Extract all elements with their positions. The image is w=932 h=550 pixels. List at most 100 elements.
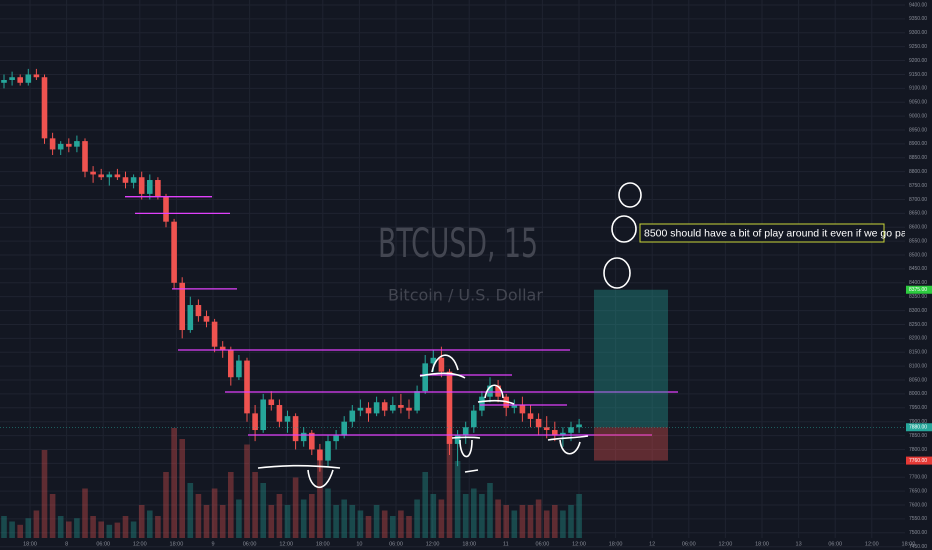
y-tick-label: 7850.00 xyxy=(909,433,927,439)
candle-body xyxy=(211,321,218,347)
x-tick-label: 06:00 xyxy=(96,541,110,547)
x-tick-label: 06:00 xyxy=(389,541,403,547)
volume-bar xyxy=(333,505,339,538)
candle-body xyxy=(568,427,574,433)
volume-bar xyxy=(543,510,550,538)
candle-body xyxy=(454,435,461,444)
candle-body xyxy=(138,177,145,194)
candle-body xyxy=(398,405,404,408)
volume-bar xyxy=(203,505,210,538)
candle-body xyxy=(268,399,275,406)
candle-body xyxy=(349,410,356,422)
candle-body xyxy=(163,196,169,222)
volume-bar xyxy=(147,510,153,538)
candle-body xyxy=(430,357,437,364)
x-tick-label: 06:00 xyxy=(243,541,257,547)
volume-bar xyxy=(252,472,258,538)
x-tick-label: 12:00 xyxy=(279,541,293,547)
candle-body xyxy=(57,143,64,150)
y-tick-label: 7550.00 xyxy=(909,516,927,522)
candles xyxy=(1,68,582,472)
volume-bar xyxy=(422,472,428,538)
volume-bar xyxy=(98,521,104,538)
price-tag xyxy=(906,423,932,432)
y-tick-label: 9200.00 xyxy=(909,58,927,64)
drawings xyxy=(257,182,642,489)
volume-bar xyxy=(90,516,96,538)
volume-bar xyxy=(106,524,113,538)
volume-bar xyxy=(122,516,129,538)
candle-body xyxy=(1,80,7,83)
levels xyxy=(125,196,678,436)
x-tick-label: 06:00 xyxy=(536,541,550,547)
candle-body xyxy=(511,405,518,408)
volume-bar xyxy=(179,439,185,538)
candle-body xyxy=(527,413,534,419)
volume-bar xyxy=(284,505,291,538)
volume-bar xyxy=(57,516,64,538)
volume-bar xyxy=(462,494,469,538)
candle-body xyxy=(66,143,72,147)
volume-bar xyxy=(479,494,485,538)
y-tick-label: 8950.00 xyxy=(909,127,927,133)
y-tick-label: 7700.00 xyxy=(909,475,927,481)
candle-body xyxy=(74,141,80,147)
volume-bar xyxy=(398,510,404,538)
y-tick-label: 8050.00 xyxy=(909,377,927,383)
candle-body xyxy=(228,349,234,378)
volume-bar xyxy=(511,510,518,538)
volume-bar xyxy=(495,499,501,538)
candle-body xyxy=(309,432,315,450)
candle-body xyxy=(276,405,283,422)
candle-body xyxy=(90,171,96,175)
volume-bar xyxy=(228,472,234,538)
candle-body xyxy=(17,77,23,83)
volume-bar xyxy=(25,518,32,538)
candle-body xyxy=(317,449,323,461)
volume-bar xyxy=(114,522,121,538)
volume-bar xyxy=(471,488,477,538)
volume-bar xyxy=(446,433,453,538)
volume-bar xyxy=(341,499,347,538)
y-tick-label: 8700.00 xyxy=(909,197,927,203)
volume-bar xyxy=(33,510,40,538)
candle-body xyxy=(260,399,266,431)
candle-body xyxy=(171,221,177,283)
annotation-box xyxy=(639,223,885,243)
candle-body xyxy=(357,407,364,411)
price-tag xyxy=(906,285,932,294)
volume-bar xyxy=(560,510,566,538)
candle-body xyxy=(471,410,477,428)
y-tick-label: 9050.00 xyxy=(909,100,927,106)
volume-bar xyxy=(138,505,145,538)
candle-body xyxy=(41,77,48,139)
candle-body xyxy=(98,174,104,178)
candle-body xyxy=(438,357,445,372)
y-tick-label: 8450.00 xyxy=(909,266,927,272)
x-tick-label: 12:00 xyxy=(133,541,147,547)
price-tag-label: 7880.00 xyxy=(909,425,927,431)
grid xyxy=(0,0,909,548)
x-tick-label: 18:00 xyxy=(316,541,330,547)
volume-bar xyxy=(373,505,380,538)
volume-bar xyxy=(260,483,266,538)
y-tick-label: 8550.00 xyxy=(909,238,927,244)
candle-body xyxy=(203,316,210,322)
x-tick-label: 18:00 xyxy=(23,541,37,547)
candle-body xyxy=(187,305,194,331)
price-axis: 7450.00 7500.00 7550.00 7600.00 7650.00 7700.… xyxy=(23,0,932,550)
candle-body xyxy=(552,430,558,436)
volume-bar xyxy=(309,494,315,538)
candle-body xyxy=(560,432,566,436)
candle-body xyxy=(576,424,582,428)
candle-body xyxy=(9,77,15,81)
y-tick-label: 8150.00 xyxy=(909,350,927,356)
volume-bar xyxy=(300,499,307,538)
candle-body xyxy=(252,413,258,431)
candle-body xyxy=(414,391,420,411)
candle-body xyxy=(487,385,493,397)
y-tick-label: 9250.00 xyxy=(909,44,927,50)
candle-body xyxy=(49,138,56,150)
volume-bar xyxy=(163,472,169,538)
